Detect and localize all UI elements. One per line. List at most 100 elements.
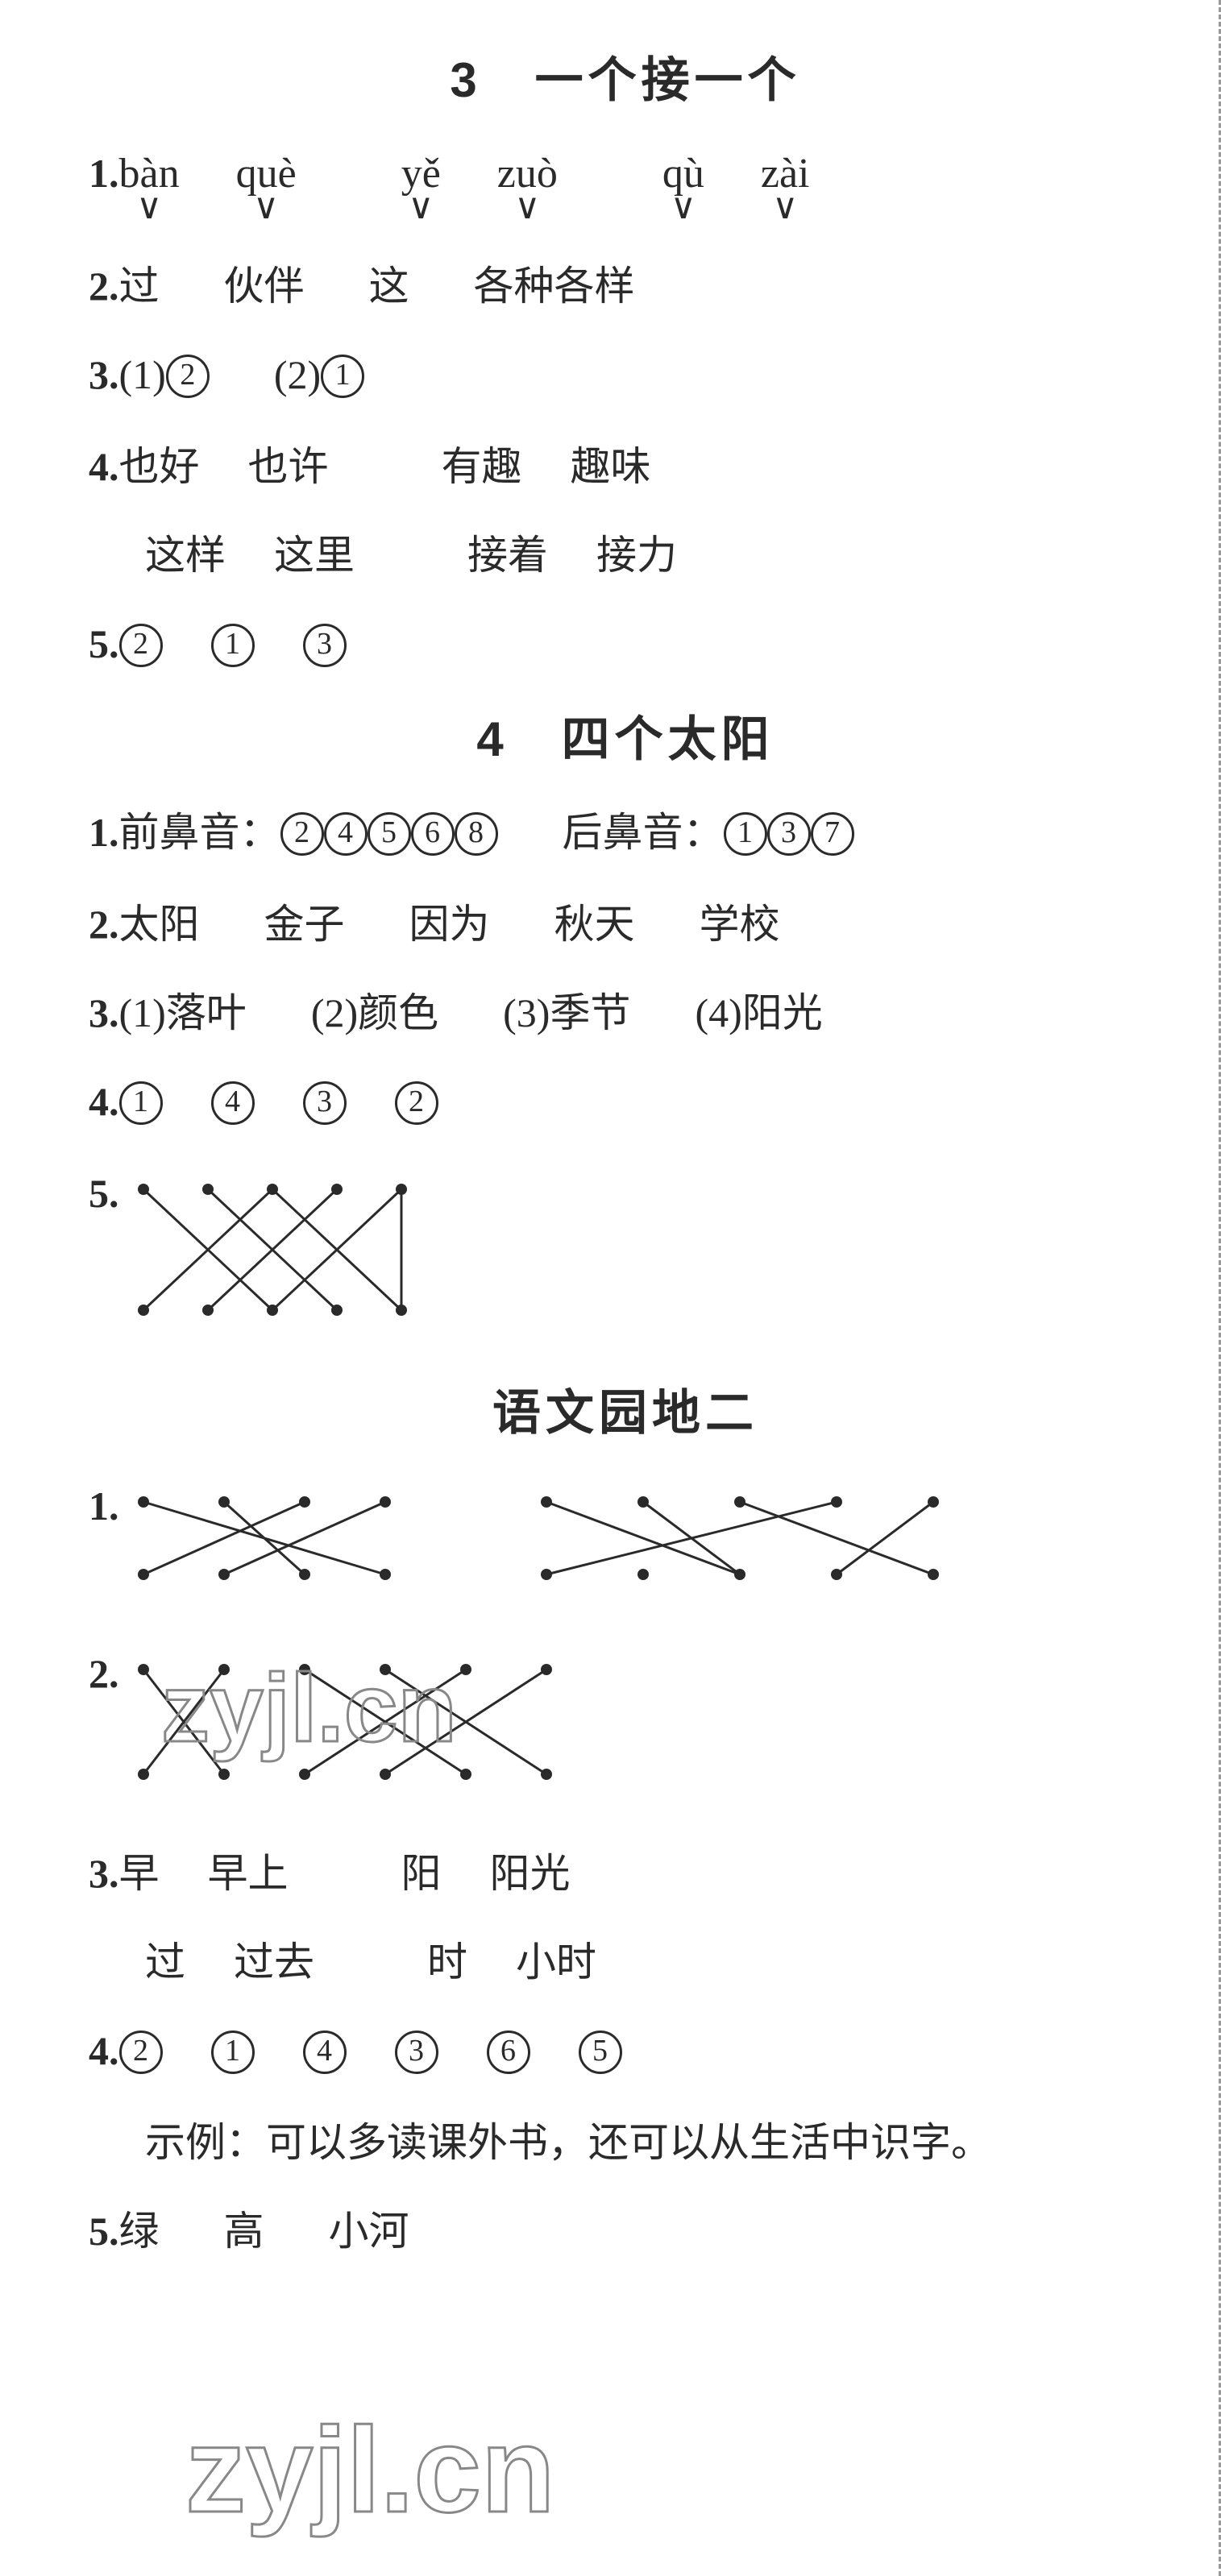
check-icon: ∨ bbox=[671, 197, 696, 218]
yw2-4-example: 示例： 可以多读课外书，还可以从生活中识字。 bbox=[145, 2122, 1162, 2163]
qnum: 2. bbox=[89, 904, 119, 944]
yw2-2: 2. bbox=[89, 1653, 1162, 1805]
pinyin-item: zuò∨ bbox=[497, 153, 558, 218]
qnum: 4. bbox=[89, 446, 119, 487]
word: 季节 bbox=[550, 993, 630, 1033]
circled-number: 6 bbox=[487, 2031, 530, 2074]
circled-number: 3 bbox=[767, 812, 811, 856]
example-label: 示例： bbox=[145, 2122, 266, 2163]
circled-number: 6 bbox=[411, 812, 455, 856]
yw2-3-line2: 过 过去 时 小时 bbox=[145, 1942, 1162, 1982]
check-icon: ∨ bbox=[253, 197, 279, 218]
section-title-3: 3 一个接一个 bbox=[89, 56, 1162, 105]
word: 秋天 bbox=[554, 904, 635, 944]
qnum: 3. bbox=[89, 993, 119, 1033]
circled-number: 3 bbox=[395, 2031, 438, 2074]
group-label: 后鼻音： bbox=[563, 812, 724, 852]
circled-number: 4 bbox=[303, 2031, 347, 2074]
section-title-4: 4 四个太阳 bbox=[89, 716, 1162, 764]
qnum: 5. bbox=[89, 624, 119, 664]
word: 伙伴 bbox=[224, 266, 305, 306]
word: 这里 bbox=[274, 535, 355, 575]
word: 接力 bbox=[596, 535, 677, 575]
circled-number: 1 bbox=[724, 812, 767, 856]
word: 这 bbox=[369, 266, 409, 306]
q3-3: 3. (1) 2 (2) 1 bbox=[89, 355, 1162, 398]
paren: (3) bbox=[503, 993, 550, 1033]
watermark: zyjl.cn bbox=[185, 2409, 555, 2530]
check-icon: ∨ bbox=[136, 197, 162, 218]
qnum: 5. bbox=[89, 2211, 119, 2251]
circled-number: 5 bbox=[368, 812, 411, 856]
check-icon: ∨ bbox=[408, 197, 434, 218]
word: 阳光 bbox=[490, 1853, 571, 1894]
q3-1: 1. bàn∨ què∨ yě∨ zuò∨ qù∨ zài∨ bbox=[89, 153, 1162, 218]
word: 也好 bbox=[119, 446, 200, 487]
circled-number: 1 bbox=[119, 1081, 163, 1125]
yw2-4: 4. 2 1 4 3 6 5 bbox=[89, 2031, 1162, 2074]
word: 太阳 bbox=[119, 904, 200, 944]
group-label: 前鼻音： bbox=[119, 812, 280, 852]
word: 高 bbox=[224, 2211, 264, 2251]
q3-2: 2. 过 伙伴 这 各种各样 bbox=[89, 266, 1162, 306]
word: 过 bbox=[119, 266, 160, 306]
word: 因为 bbox=[409, 904, 490, 944]
qnum: 5. bbox=[89, 1173, 119, 1213]
q3-4-line2: 这样 这里 接着 接力 bbox=[145, 535, 1162, 575]
example-text: 可以多读课外书，还可以从生活中识字。 bbox=[266, 2122, 991, 2163]
yw2-3-line1: 3. 早 早上 阳 阳光 bbox=[89, 1853, 1162, 1894]
circled-number: 1 bbox=[211, 2031, 255, 2074]
word: 阳光 bbox=[742, 993, 823, 1033]
q3-4-line1: 4. 也好 也许 有趣 趣味 bbox=[89, 446, 1162, 487]
matching-diagram bbox=[119, 1486, 458, 1605]
paren: (1) bbox=[119, 355, 166, 395]
word: 金子 bbox=[264, 904, 345, 944]
circled-number: 2 bbox=[119, 624, 163, 667]
circled-number: 4 bbox=[211, 1081, 255, 1125]
circled-number: 4 bbox=[324, 812, 368, 856]
q4-3: 3. (1) 落叶 (2) 颜色 (3) 季节 (4) 阳光 bbox=[89, 993, 1162, 1033]
circled-number: 1 bbox=[211, 624, 255, 667]
word: 早 bbox=[119, 1853, 160, 1894]
q4-4: 4. 1 4 3 2 bbox=[89, 1081, 1162, 1125]
paren: (4) bbox=[695, 993, 741, 1033]
pinyin-item: bàn∨ bbox=[119, 153, 180, 218]
circled-number: 2 bbox=[395, 1081, 438, 1125]
q4-2: 2. 太阳 金子 因为 秋天 学校 bbox=[89, 904, 1162, 944]
circled-number: 2 bbox=[280, 812, 324, 856]
word: 小河 bbox=[329, 2211, 409, 2251]
yw2-1: 1. bbox=[89, 1486, 1162, 1605]
circled-number: 8 bbox=[455, 812, 498, 856]
circled-number: 2 bbox=[166, 355, 210, 398]
circled-number: 1 bbox=[321, 355, 364, 398]
matching-diagram bbox=[119, 1653, 571, 1805]
circled-number: 7 bbox=[811, 812, 854, 856]
q3-5: 5. 2 1 3 bbox=[89, 624, 1162, 667]
paren: (2) bbox=[311, 993, 358, 1033]
word: 小时 bbox=[516, 1942, 596, 1982]
pinyin-item: qù∨ bbox=[662, 153, 704, 218]
qnum: 4. bbox=[89, 2031, 119, 2071]
check-icon: ∨ bbox=[514, 197, 540, 218]
word: 早上 bbox=[208, 1853, 289, 1894]
word: 趣味 bbox=[571, 446, 651, 487]
pinyin-item: zài∨ bbox=[761, 153, 810, 218]
word: 过去 bbox=[234, 1942, 314, 1982]
word: 绿 bbox=[119, 2211, 160, 2251]
circled-number: 5 bbox=[579, 2031, 622, 2074]
qnum: 2. bbox=[89, 266, 119, 306]
word: 学校 bbox=[700, 904, 780, 944]
word: 过 bbox=[145, 1942, 185, 1982]
check-icon: ∨ bbox=[772, 197, 798, 218]
qnum: 4. bbox=[89, 1081, 119, 1122]
q4-1: 1. 前鼻音： 2 4 5 6 8 后鼻音： 1 3 7 bbox=[89, 812, 1162, 856]
qnum: 1. bbox=[89, 1486, 119, 1526]
qnum: 3. bbox=[89, 1853, 119, 1894]
qnum: 1. bbox=[89, 153, 119, 193]
circled-number: 2 bbox=[119, 2031, 163, 2074]
word: 颜色 bbox=[358, 993, 438, 1033]
word: 有趣 bbox=[442, 446, 522, 487]
word: 这样 bbox=[145, 535, 226, 575]
qnum: 2. bbox=[89, 1653, 119, 1694]
yw2-5: 5. 绿 高 小河 bbox=[89, 2211, 1162, 2251]
